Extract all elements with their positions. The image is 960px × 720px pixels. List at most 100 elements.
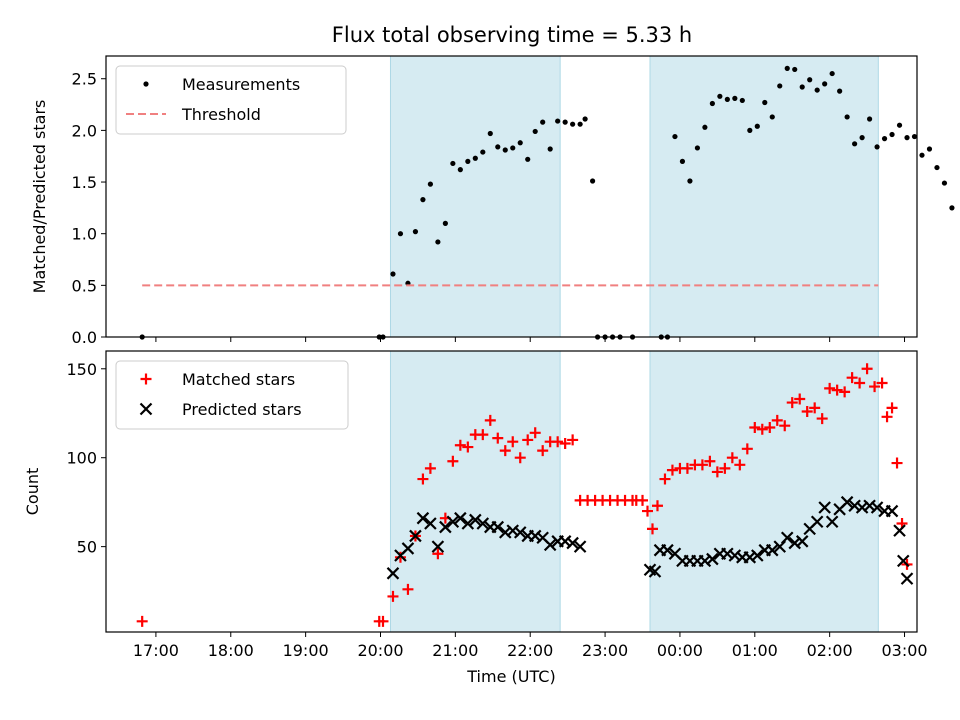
data-point xyxy=(517,140,523,146)
data-point xyxy=(751,549,764,562)
figure-title: Flux total observing time = 5.33 h xyxy=(332,23,692,47)
x-tick-label: 23:00 xyxy=(582,641,628,660)
data-point xyxy=(825,515,839,529)
series-matched-stars xyxy=(136,363,913,627)
data-point xyxy=(694,145,701,151)
data-point xyxy=(487,130,493,137)
data-point xyxy=(637,494,649,506)
data-point xyxy=(795,535,809,548)
data-point xyxy=(904,135,910,141)
data-point xyxy=(816,413,828,425)
data-point xyxy=(886,402,898,414)
data-point xyxy=(734,459,746,471)
data-point xyxy=(390,271,396,277)
data-point xyxy=(799,84,805,90)
legend-label: Threshold xyxy=(181,105,261,124)
data-point xyxy=(829,70,835,77)
data-point xyxy=(792,66,798,73)
data-point xyxy=(431,540,445,553)
x-tick-label: 01:00 xyxy=(732,641,778,660)
data-point xyxy=(401,542,415,555)
y-tick-label: 150 xyxy=(66,360,97,379)
data-point xyxy=(919,152,925,158)
data-point xyxy=(537,445,549,457)
data-point xyxy=(696,459,708,471)
data-point xyxy=(661,543,674,557)
data-point xyxy=(528,529,542,543)
data-point xyxy=(532,128,538,135)
data-point xyxy=(866,116,873,122)
data-point xyxy=(706,552,719,566)
data-point xyxy=(457,167,463,173)
data-point xyxy=(558,535,572,548)
data-point xyxy=(801,405,813,417)
data-point xyxy=(469,513,482,527)
legend-swatch-matched xyxy=(140,373,152,385)
data-point xyxy=(409,529,422,543)
data-point xyxy=(477,429,489,441)
data-point xyxy=(651,500,663,512)
data-point xyxy=(679,158,686,164)
y-tick-label: 0.0 xyxy=(72,328,97,347)
data-point xyxy=(484,414,496,426)
y-axis-label: Count xyxy=(23,468,42,516)
data-point xyxy=(514,452,526,464)
data-point xyxy=(442,220,448,226)
x-tick-label: 02:00 xyxy=(807,641,853,660)
x-tick-label: 17:00 xyxy=(133,641,179,660)
legend-box xyxy=(115,65,347,135)
data-point xyxy=(559,437,571,449)
data-point xyxy=(397,231,404,237)
data-point xyxy=(648,565,662,578)
axes-frame xyxy=(105,55,918,338)
data-point xyxy=(754,123,760,129)
data-point xyxy=(492,432,504,444)
data-point xyxy=(870,501,884,514)
shaded-interval xyxy=(649,350,879,633)
data-point xyxy=(934,164,940,171)
data-point xyxy=(818,501,831,514)
data-point xyxy=(846,372,858,384)
data-point xyxy=(852,141,858,147)
data-point xyxy=(724,96,730,102)
data-point xyxy=(809,402,821,414)
data-point xyxy=(687,178,693,184)
data-point xyxy=(711,466,723,478)
legend-label: Predicted stars xyxy=(182,400,302,419)
data-point xyxy=(522,434,534,446)
data-point xyxy=(427,181,433,187)
data-point xyxy=(454,439,466,451)
data-point xyxy=(681,462,693,474)
series-predicted-stars xyxy=(386,495,914,585)
data-point xyxy=(498,526,512,539)
data-point xyxy=(786,397,798,409)
data-point xyxy=(765,543,779,557)
series-measurements xyxy=(139,65,955,340)
data-point xyxy=(582,116,588,122)
data-point xyxy=(941,180,948,186)
data-point xyxy=(807,77,813,83)
top-panel: 0.0 0.5 1.0 1.5 2.0 2.5 Matched/Predicted star… xyxy=(30,55,955,347)
data-point xyxy=(439,520,452,534)
data-point xyxy=(764,421,776,433)
data-point xyxy=(885,504,899,518)
data-point xyxy=(672,133,678,140)
data-point xyxy=(136,615,148,627)
legend-swatch-predicted xyxy=(139,402,153,416)
data-point xyxy=(420,196,426,203)
data-point xyxy=(900,572,914,585)
data-point xyxy=(741,443,753,455)
data-point xyxy=(854,377,866,389)
data-point xyxy=(762,99,768,106)
data-point xyxy=(794,393,806,405)
data-point xyxy=(552,436,564,448)
data-point xyxy=(732,95,738,101)
data-point xyxy=(450,160,456,167)
data-point xyxy=(377,615,389,627)
data-point xyxy=(472,155,478,161)
legend-label: Matched stars xyxy=(182,370,295,389)
data-point xyxy=(839,386,851,398)
data-point xyxy=(547,146,553,152)
data-point xyxy=(896,122,903,128)
data-point xyxy=(876,377,888,389)
